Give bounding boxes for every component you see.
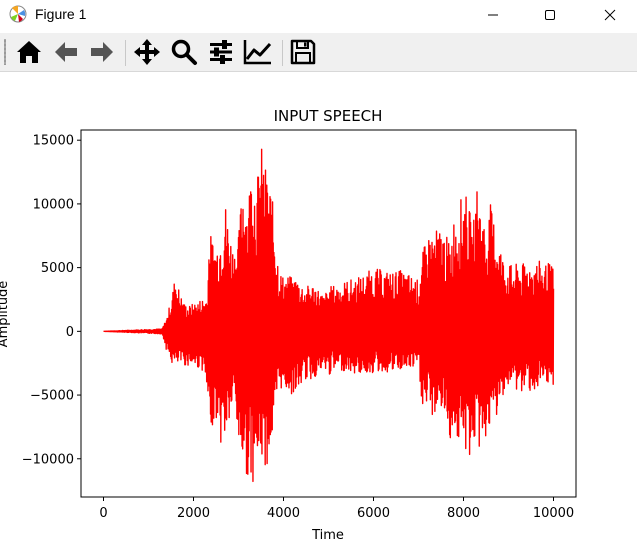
toolbar-separator (282, 40, 283, 66)
chart-title: INPUT SPEECH (274, 107, 383, 125)
forward-arrow-icon (91, 42, 113, 62)
window-titlebar: Figure 1 (0, 0, 637, 30)
navigation-toolbar (0, 33, 637, 72)
x-tick-label: 2000 (177, 506, 210, 521)
maximize-button[interactable] (527, 0, 573, 30)
x-tick-label: 0 (99, 506, 107, 521)
figure-canvas[interactable]: INPUT SPEECH 0 2000 4000 6000 8000 10000 −100… (0, 72, 637, 548)
y-tick-label: −10000 (22, 452, 74, 467)
home-button[interactable] (13, 36, 45, 68)
minimize-button[interactable] (470, 0, 516, 30)
line-chart: INPUT SPEECH 0 2000 4000 6000 8000 10000 −100… (0, 107, 577, 543)
x-tick-label: 10000 (533, 506, 574, 521)
zoom-icon (171, 39, 197, 65)
y-tick-label: 0 (66, 325, 74, 340)
y-tick-label: 10000 (33, 197, 74, 212)
y-tick-label: 5000 (41, 261, 74, 276)
back-arrow-icon (55, 42, 77, 62)
maximize-icon (545, 10, 555, 20)
minimize-icon (488, 14, 498, 16)
zoom-button[interactable] (168, 36, 200, 68)
close-button[interactable] (587, 0, 633, 30)
x-axis-label: Time (311, 528, 344, 543)
plot-area (103, 148, 555, 483)
toolbar-separator (125, 40, 126, 66)
axes-frame (80, 129, 577, 498)
x-tick-label: 6000 (357, 506, 390, 521)
y-tick-label: 15000 (33, 134, 74, 149)
y-tick-label: −5000 (30, 389, 74, 404)
edit-axis-icon (243, 40, 272, 65)
pan-button[interactable] (131, 36, 163, 68)
edit-axis-button[interactable] (242, 36, 274, 68)
y-axis: −10000 −5000 0 5000 10000 15000 (22, 134, 81, 467)
save-icon (290, 39, 316, 65)
y-axis-label: Amplitude (0, 281, 11, 348)
x-axis: 0 2000 4000 6000 8000 10000 (99, 497, 574, 521)
x-tick-label: 8000 (447, 506, 480, 521)
configure-subplots-icon (210, 40, 232, 64)
matplotlib-app-icon (8, 4, 28, 24)
window-title: Figure 1 (35, 6, 87, 22)
close-icon (604, 9, 616, 21)
pan-icon (134, 39, 160, 65)
home-icon (17, 41, 41, 63)
forward-button[interactable] (86, 36, 118, 68)
back-button[interactable] (50, 36, 82, 68)
series-line-0 (103, 148, 555, 483)
x-tick-label: 4000 (267, 506, 300, 521)
save-button[interactable] (287, 36, 319, 68)
configure-subplots-button[interactable] (205, 36, 237, 68)
toolbar-grip (4, 39, 6, 65)
